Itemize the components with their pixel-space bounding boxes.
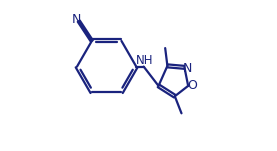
Text: N: N [72,13,81,26]
Text: N: N [183,62,193,75]
Text: O: O [187,79,197,92]
Text: NH: NH [136,55,153,67]
